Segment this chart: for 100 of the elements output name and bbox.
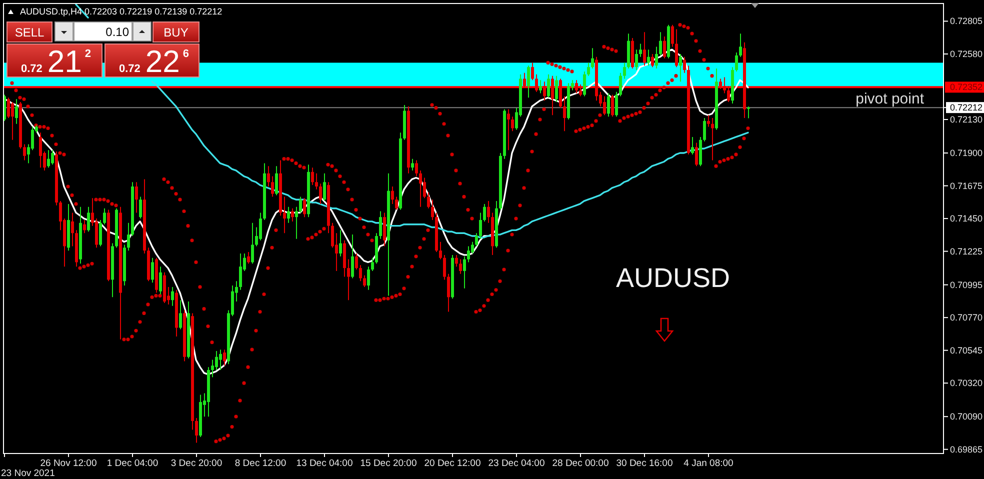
candlestick	[615, 91, 618, 118]
y-tick-label: 0.70995	[950, 280, 983, 290]
candlestick	[151, 257, 154, 284]
candlestick	[135, 182, 138, 214]
candlestick	[339, 230, 342, 257]
candlestick	[511, 116, 514, 132]
candlestick	[267, 166, 270, 187]
candlestick	[23, 144, 26, 161]
y-tick-label: 0.70770	[950, 312, 983, 323]
candlestick	[223, 349, 226, 366]
candlestick	[639, 43, 642, 58]
candlestick	[611, 94, 614, 118]
candlestick	[219, 349, 222, 370]
x-tick-label: 3 Dec 20:00	[170, 458, 222, 469]
candlestick	[551, 75, 554, 116]
candlestick	[523, 72, 526, 88]
candlestick	[555, 75, 558, 103]
candlestick	[83, 219, 86, 234]
candlestick	[51, 150, 54, 166]
candlestick	[87, 206, 90, 232]
candlestick	[487, 200, 490, 224]
candlestick	[531, 62, 534, 81]
candlestick	[619, 72, 622, 97]
annotation: 0.10	[106, 25, 130, 39]
candlestick	[623, 62, 626, 80]
candlestick	[683, 56, 686, 74]
x-tick-label: 1 Dec 04:00	[106, 458, 158, 469]
y-tick-label: 0.70320	[950, 378, 983, 388]
candlestick	[675, 28, 678, 68]
annotation: AUDUSD	[616, 263, 730, 293]
candlestick	[467, 246, 470, 263]
candlestick	[251, 222, 254, 264]
candlestick	[311, 167, 314, 186]
candlestick	[287, 206, 290, 224]
candlestick	[179, 300, 182, 330]
candlestick	[367, 266, 370, 290]
candlestick	[479, 212, 482, 240]
candlestick	[283, 196, 286, 234]
candlestick	[315, 172, 318, 190]
candlestick	[603, 96, 606, 116]
y-tick-label: 0.72212	[950, 102, 983, 113]
candlestick	[431, 199, 434, 220]
candlestick	[303, 198, 306, 218]
candlestick	[635, 49, 638, 70]
x-tick-label: 4 Jan 08:00	[684, 458, 734, 469]
candlestick	[659, 32, 662, 56]
candlestick	[443, 254, 446, 280]
candlestick	[579, 84, 582, 97]
candlestick	[391, 186, 394, 204]
candlestick	[483, 203, 486, 222]
candlestick	[271, 176, 274, 198]
candlestick	[31, 126, 34, 151]
candlestick	[739, 33, 742, 58]
candlestick	[547, 74, 550, 98]
candlestick	[643, 32, 646, 66]
candlestick	[463, 256, 466, 289]
candlestick	[583, 70, 586, 97]
y-tick-label: 0.71450	[950, 214, 983, 224]
x-tick-label: 30 Dec 16:00	[616, 458, 673, 469]
candlestick	[707, 114, 710, 128]
candlestick	[679, 53, 682, 82]
x-tick-label: 28 Dec 00:00	[552, 458, 609, 469]
y-tick-label: 0.72805	[950, 16, 983, 26]
candlestick	[691, 136, 694, 155]
candlestick	[543, 81, 546, 102]
candlestick	[71, 212, 74, 247]
candlestick	[363, 274, 366, 288]
candlestick	[647, 49, 650, 66]
candlestick	[711, 118, 714, 161]
candlestick	[247, 252, 250, 264]
candlestick	[355, 252, 358, 270]
candlestick	[239, 252, 242, 290]
candlestick	[347, 258, 350, 301]
x-tick-label: 15 Dec 20:00	[360, 458, 417, 469]
candlestick	[459, 258, 462, 274]
candlestick	[211, 359, 214, 378]
y-tick-label: 0.71225	[950, 246, 983, 256]
y-tick-label: 0.69865	[950, 444, 983, 454]
candlestick	[171, 286, 174, 306]
text: 23 Nov 2021	[1, 468, 55, 479]
candlestick	[563, 96, 566, 132]
annotation: 0.72 22$^{6}$	[119, 44, 190, 79]
ref-line-label: 0.72352	[950, 82, 983, 92]
candlestick	[15, 98, 18, 124]
candlestick	[371, 257, 374, 272]
x-tick-label: 23 Dec 04:00	[488, 458, 545, 469]
candlestick	[351, 234, 354, 279]
candlestick	[99, 219, 102, 247]
candlestick	[359, 264, 362, 282]
candlestick	[195, 418, 198, 444]
annotation: BUY	[164, 26, 188, 40]
candlestick	[527, 65, 530, 98]
x-tick-label: 26 Nov 12:00	[40, 458, 97, 469]
candlestick	[415, 160, 418, 177]
candlestick	[663, 36, 666, 59]
candlestick	[395, 196, 398, 210]
candlestick	[427, 192, 430, 209]
candlestick	[723, 76, 726, 94]
annotation: 0.72 21$^{2}$	[21, 44, 92, 79]
candlestick	[127, 222, 130, 252]
